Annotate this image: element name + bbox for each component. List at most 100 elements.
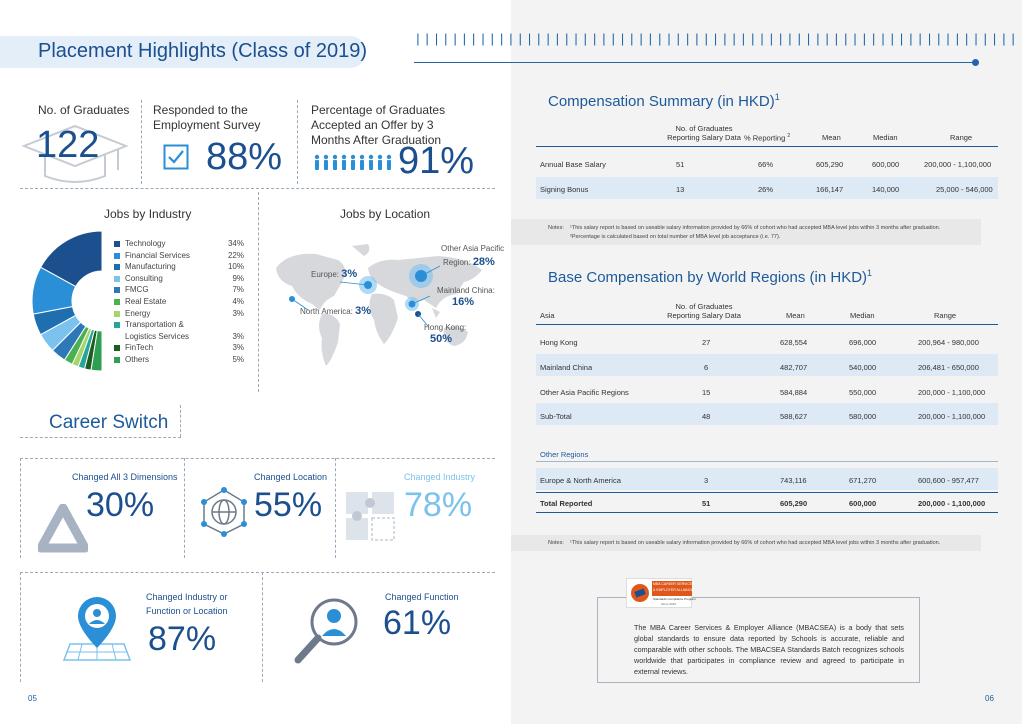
- legend-pct: 10%: [227, 262, 244, 272]
- tick-decoration: ||||||||||||||||||||||||||||||||||||||||…: [414, 32, 1022, 47]
- legend-pct: 7%: [232, 285, 244, 295]
- page-number-left: 05: [28, 694, 37, 703]
- base-comp-table: Asia No. of Graduates Reporting Salary D…: [536, 298, 998, 514]
- legend-swatch: [114, 241, 120, 247]
- logo-line-3: Standards Compliance Program: [653, 597, 696, 601]
- page-title: Placement Highlights (Class of 2019): [38, 40, 368, 62]
- legend-pct: 34%: [227, 239, 244, 248]
- divider: [141, 100, 142, 184]
- legend-swatch: [114, 275, 120, 282]
- jobs-by-location-heading: Jobs by Location: [340, 207, 431, 221]
- career-switch-heading: Career Switch: [49, 412, 169, 433]
- graduation-cap-icon: [21, 124, 129, 183]
- header-grads-2: Reporting Salary Data: [667, 133, 741, 142]
- location-other-asia-line1: Other Asia Pacific: [441, 244, 505, 253]
- industry-donut-chart: [31, 230, 103, 372]
- row-median: 550,000: [849, 388, 877, 397]
- row-label: Signing Bonus: [540, 185, 589, 194]
- location-north-america: North America: 3%: [300, 305, 372, 317]
- legend-swatch: [114, 264, 120, 271]
- legend-item: FMCG 7%: [114, 284, 244, 295]
- divider: [184, 458, 185, 558]
- responded-label: Responded to the Employment Survey: [153, 103, 261, 132]
- note-1: ¹This salary report is based on useable …: [570, 225, 941, 231]
- person-location-icon: [62, 597, 132, 661]
- seal-icon: [631, 584, 649, 602]
- divider: [20, 188, 495, 189]
- legend-pct: 3%: [232, 308, 244, 318]
- mbacsea-box: [597, 597, 920, 683]
- notes-label: Notes:: [548, 225, 564, 231]
- legend-name: Manufacturing: [125, 262, 176, 272]
- legend-item: Energy 3%: [114, 308, 244, 319]
- total-label: Total Reported: [540, 499, 593, 508]
- divider: [20, 572, 495, 573]
- mbacsea-text: The MBA Career Services & Employer Allia…: [634, 623, 904, 676]
- row-median: 696,000: [849, 338, 877, 347]
- legend-item-continued: Logistics Services 3%: [114, 331, 244, 342]
- row-mean: 166,147: [816, 185, 844, 194]
- other-regions-heading: Other Regions: [540, 450, 589, 459]
- header-median: Median: [873, 133, 898, 142]
- accepted-label: Percentage of Graduates Accepted an Offe…: [311, 103, 446, 147]
- row-range: 200,000 - 1,100,000: [924, 160, 992, 169]
- total-range: 200,000 - 1,100,000: [918, 499, 986, 508]
- base-comp-title: Base Compensation by World Regions (in H…: [548, 268, 873, 286]
- row-band: [536, 354, 998, 376]
- legend-name: FMCG: [125, 285, 149, 295]
- legend-swatch: [114, 252, 120, 259]
- divider: [258, 192, 259, 392]
- legend-name: Technology: [125, 239, 166, 248]
- legend-item: Real Estate 4%: [114, 296, 244, 307]
- row-band: [536, 177, 998, 199]
- mbacsea-logo: MBA CAREER SERVICES & EMPLOYER ALLIANCE …: [626, 578, 696, 608]
- world-map: [276, 244, 482, 366]
- row-range: 200,000 - 1,100,000: [918, 388, 986, 397]
- comp-summary-table: No. of Graduates Reporting Salary Data %…: [536, 120, 998, 200]
- divider: [297, 100, 298, 184]
- section-rule: [536, 461, 998, 462]
- legend-item: Others 5%: [114, 354, 244, 365]
- top-rule: [414, 62, 974, 63]
- legend-pct: 3%: [232, 343, 244, 353]
- row-range: 600,600 - 957,477: [918, 476, 979, 485]
- legend-pct: 22%: [227, 250, 244, 260]
- checkbox-icon: [163, 144, 189, 170]
- divider: [335, 458, 336, 558]
- header-range: Range: [934, 311, 957, 320]
- location-hong-kong-label: Hong Kong:: [424, 323, 467, 332]
- note-2: ²Percentage is calculated based on total…: [570, 234, 781, 240]
- legend-swatch: [114, 357, 120, 363]
- network-globe-icon: [201, 487, 247, 537]
- row-label: Other Asia Pacific Regions: [540, 388, 629, 397]
- legend-item: FinTech 3%: [114, 342, 244, 353]
- row-median: 140,000: [872, 185, 900, 194]
- row-median: 600,000: [872, 160, 900, 169]
- header-mean: Mean: [786, 311, 805, 320]
- switch-industry-label: Changed Industry: [404, 472, 476, 482]
- header-median: Median: [850, 311, 875, 320]
- legend-item: Technology 34%: [114, 238, 244, 249]
- row-median: 671,270: [849, 476, 877, 485]
- legend-name: Others: [125, 355, 150, 364]
- logo-line-2: & EMPLOYER ALLIANCE: [653, 588, 694, 592]
- header-grads-1: No. of Graduates: [675, 124, 733, 133]
- row-grads: 6: [704, 363, 709, 372]
- switch-function-pct: 61%: [383, 604, 452, 642]
- legend-item: Consulting 9%: [114, 273, 244, 284]
- header-mean: Mean: [822, 133, 841, 142]
- switch-industry-function-location-label-2: Function or Location: [146, 606, 228, 616]
- header-rule: [536, 324, 998, 325]
- legend-name: FinTech: [125, 343, 154, 353]
- row-median: 580,000: [849, 412, 877, 421]
- row-label: Hong Kong: [540, 338, 578, 347]
- row-mean: 584,884: [780, 388, 808, 397]
- row-range: 200,000 - 1,100,000: [918, 412, 986, 421]
- people-icon: [314, 154, 392, 170]
- notes-box: [511, 219, 981, 245]
- row-grads: 15: [702, 388, 711, 397]
- location-mainland-china-label: Mainland China:: [437, 286, 495, 295]
- logo-line-1: MBA CAREER SERVICES: [653, 582, 695, 586]
- legend-name: Transportation &: [125, 320, 184, 330]
- divider: [20, 458, 21, 558]
